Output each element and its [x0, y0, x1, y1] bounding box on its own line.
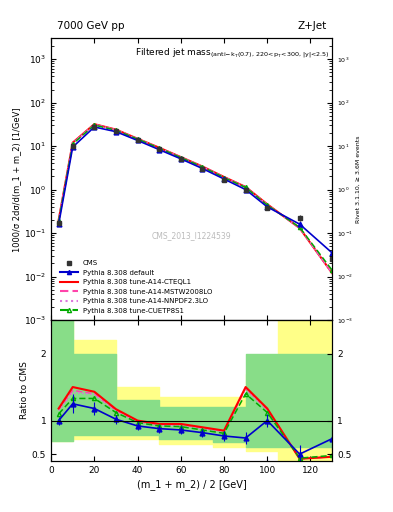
Legend: CMS, Pythia 8.308 default, Pythia 8.308 tune-A14-CTEQL1, Pythia 8.308 tune-A14-M: CMS, Pythia 8.308 default, Pythia 8.308 …	[57, 258, 215, 316]
X-axis label: (m_1 + m_2) / 2 [GeV]: (m_1 + m_2) / 2 [GeV]	[137, 479, 246, 490]
Y-axis label: Rivet 3.1.10, ≥ 3.6M events: Rivet 3.1.10, ≥ 3.6M events	[356, 136, 361, 223]
Y-axis label: 1000/σ 2dσ/d(m_1 + m_2) [1/GeV]: 1000/σ 2dσ/d(m_1 + m_2) [1/GeV]	[12, 107, 21, 251]
Text: CMS_2013_I1224539: CMS_2013_I1224539	[152, 231, 231, 240]
Y-axis label: Ratio to CMS: Ratio to CMS	[20, 361, 29, 419]
Text: Z+Jet: Z+Jet	[297, 22, 327, 31]
Text: Filtered jet mass$\mathregular{_{(anti\!-\!k_T(0.7),\,220\!<\!p_T\!<\!300,\,|y|\: Filtered jet mass$\mathregular{_{(anti\!…	[136, 47, 331, 61]
Text: 7000 GeV pp: 7000 GeV pp	[57, 22, 124, 31]
